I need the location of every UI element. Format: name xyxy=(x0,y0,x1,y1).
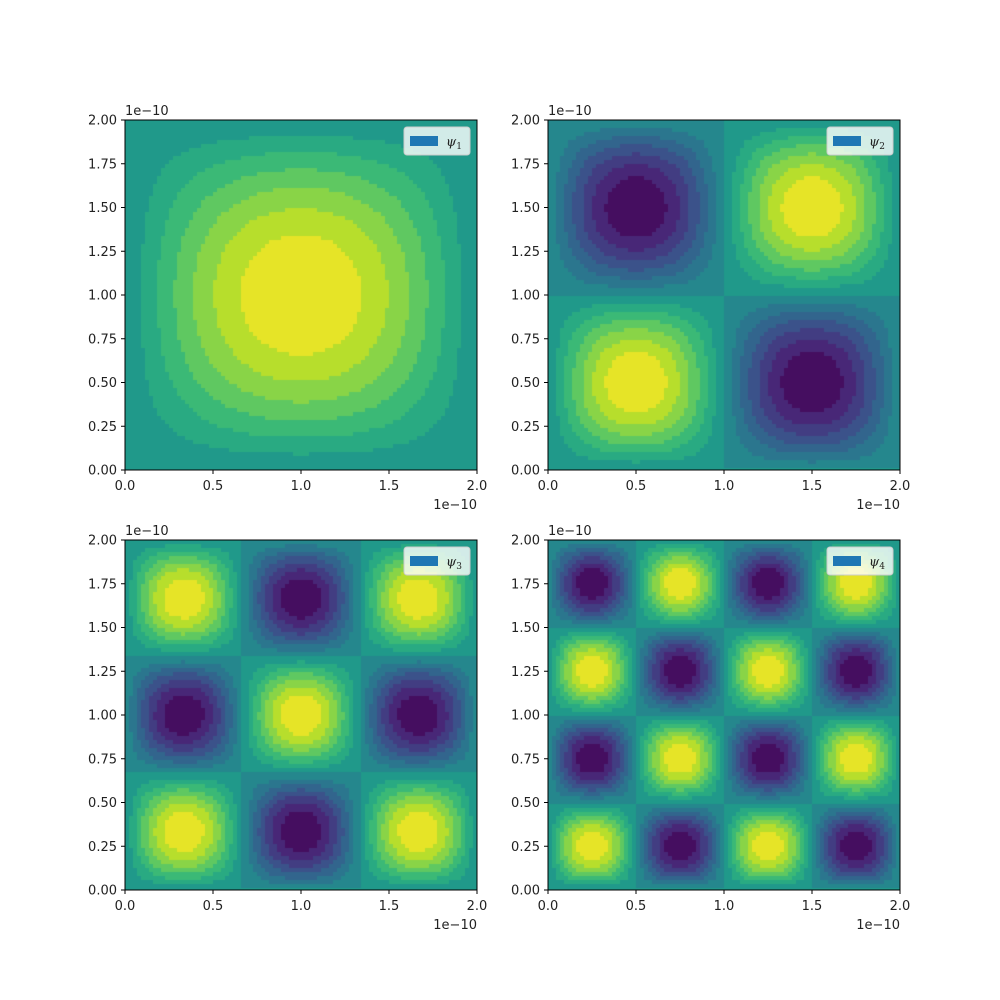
y-tick-label: 1.75 xyxy=(88,577,117,592)
subplot-2: 0.0 0.5 1.0 1.5 2.0 0.00 0.25 0.50 0.75 1.00 1.25 1… xyxy=(511,104,910,513)
legend-patch xyxy=(410,136,438,146)
legend-patch xyxy=(833,136,861,146)
x-tick-label: 1.0 xyxy=(291,899,312,914)
legend-label: ψ3 xyxy=(446,555,462,572)
y-tick-label: 2.00 xyxy=(511,114,540,129)
y-tick-label: 1.25 xyxy=(511,245,540,260)
y-tick-label: 1.00 xyxy=(511,709,540,724)
legend-patch xyxy=(833,556,861,566)
y-offset-label: 1e−10 xyxy=(125,104,169,119)
y-offset-label: 1e−10 xyxy=(548,524,592,539)
x-tick-label: 1.5 xyxy=(379,899,400,914)
y-tick-label: 1.75 xyxy=(511,157,540,172)
legend-label: ψ2 xyxy=(869,135,885,152)
x-tick-label: 1.5 xyxy=(802,899,823,914)
contour-fill xyxy=(125,540,477,890)
y-tick-label: 0.50 xyxy=(511,376,540,391)
y-tick-label: 2.00 xyxy=(88,114,117,129)
y-tick-label: 0.75 xyxy=(511,332,540,347)
y-tick-label: 1.00 xyxy=(88,709,117,724)
x-tick-label: 2.0 xyxy=(890,479,911,494)
y-tick-label: 0.00 xyxy=(511,464,540,479)
x-tick-label: 2.0 xyxy=(890,899,911,914)
y-tick-label: 1.00 xyxy=(88,289,117,304)
x-tick-label: 0.0 xyxy=(538,479,559,494)
y-tick-label: 1.50 xyxy=(511,201,540,216)
subplot-4: 0.0 0.5 1.0 1.5 2.0 0.00 0.25 0.50 0.75 1.00 1.25 1… xyxy=(511,524,910,933)
y-offset-label: 1e−10 xyxy=(548,104,592,119)
x-offset-label: 1e−10 xyxy=(433,918,477,933)
x-tick-label: 0.5 xyxy=(626,899,647,914)
x-tick-label: 0.0 xyxy=(538,899,559,914)
x-tick-label: 1.5 xyxy=(802,479,823,494)
y-tick-label: 0.75 xyxy=(511,752,540,767)
x-tick-label: 0.0 xyxy=(115,479,136,494)
x-tick-label: 2.0 xyxy=(467,899,488,914)
x-tick-label: 1.0 xyxy=(291,479,312,494)
contour-fill xyxy=(548,120,900,470)
legend: ψ1 xyxy=(403,126,471,156)
x-offset-label: 1e−10 xyxy=(856,918,900,933)
contour-fill xyxy=(125,120,477,470)
y-tick-label: 0.00 xyxy=(88,464,117,479)
x-tick-label: 1.5 xyxy=(379,479,400,494)
y-tick-label: 0.00 xyxy=(511,884,540,899)
y-tick-label: 0.00 xyxy=(88,884,117,899)
y-tick-label: 1.25 xyxy=(88,245,117,260)
y-tick-label: 0.75 xyxy=(88,752,117,767)
subplot-1: 0.0 0.5 1.0 1.5 2.0 0.00 0.25 0.50 0.75 1.00 1.25 1… xyxy=(88,104,487,513)
x-tick-label: 0.5 xyxy=(626,479,647,494)
x-tick-label: 1.0 xyxy=(714,479,735,494)
y-tick-label: 1.50 xyxy=(88,621,117,636)
y-offset-label: 1e−10 xyxy=(125,524,169,539)
x-tick-label: 0.5 xyxy=(203,899,224,914)
x-offset-label: 1e−10 xyxy=(433,498,477,513)
x-tick-label: 1.0 xyxy=(714,899,735,914)
y-tick-label: 1.50 xyxy=(88,201,117,216)
legend-label: ψ4 xyxy=(869,555,885,572)
legend: ψ4 xyxy=(826,546,894,576)
legend: ψ2 xyxy=(826,126,894,156)
y-tick-label: 0.25 xyxy=(511,420,540,435)
y-tick-label: 2.00 xyxy=(511,534,540,549)
x-tick-label: 0.0 xyxy=(115,899,136,914)
legend-patch xyxy=(410,556,438,566)
contour-fill xyxy=(548,540,900,890)
x-tick-label: 2.0 xyxy=(467,479,488,494)
y-tick-label: 1.00 xyxy=(511,289,540,304)
x-tick-label: 0.5 xyxy=(203,479,224,494)
y-tick-label: 0.25 xyxy=(511,840,540,855)
y-tick-label: 0.50 xyxy=(511,796,540,811)
x-offset-label: 1e−10 xyxy=(856,498,900,513)
y-tick-label: 1.25 xyxy=(511,665,540,680)
y-tick-label: 2.00 xyxy=(88,534,117,549)
y-tick-label: 1.25 xyxy=(88,665,117,680)
y-tick-label: 1.50 xyxy=(511,621,540,636)
legend-label: ψ1 xyxy=(446,135,462,152)
subplot-3: 0.0 0.5 1.0 1.5 2.0 0.00 0.25 0.50 0.75 1.00 1.25 1… xyxy=(88,524,487,933)
y-tick-label: 0.50 xyxy=(88,376,117,391)
y-tick-label: 0.75 xyxy=(88,332,117,347)
y-tick-label: 1.75 xyxy=(88,157,117,172)
y-tick-label: 1.75 xyxy=(511,577,540,592)
y-tick-label: 0.50 xyxy=(88,796,117,811)
y-tick-label: 0.25 xyxy=(88,420,117,435)
legend: ψ3 xyxy=(403,546,471,576)
y-tick-label: 0.25 xyxy=(88,840,117,855)
